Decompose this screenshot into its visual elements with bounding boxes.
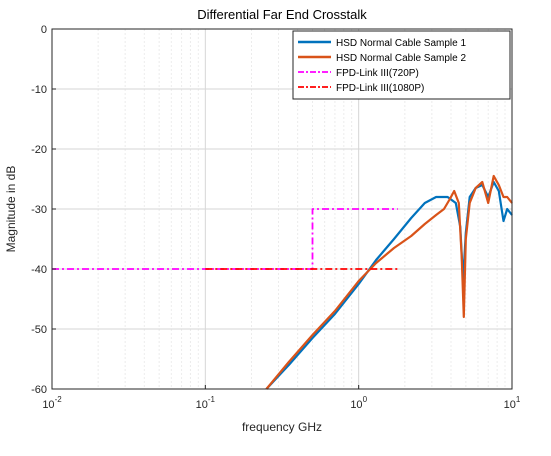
y-tick-label: -60 <box>31 384 47 396</box>
x-tick-label: 101 <box>504 395 521 411</box>
y-tick-label: -50 <box>31 324 47 336</box>
legend: HSD Normal Cable Sample 1 HSD Normal Cabl… <box>292 30 511 100</box>
legend-label-3: FPD-Link III(720P) <box>336 68 419 79</box>
y-axis-label: Magnitude in dB <box>4 166 18 253</box>
series-line-3 <box>52 208 398 270</box>
y-tick-label: -10 <box>31 84 47 96</box>
y-tick-label: -20 <box>31 144 47 156</box>
legend-label-2: HSD Normal Cable Sample 2 <box>336 53 466 64</box>
x-tick-label: 100 <box>350 395 367 411</box>
y-tick-label: 0 <box>41 24 47 36</box>
y-tick-label: -40 <box>31 264 47 276</box>
series-layer <box>52 174 513 390</box>
series-line-1 <box>265 180 513 390</box>
series-line-2 <box>265 174 513 390</box>
chart-title: Differential Far End Crosstalk <box>197 7 367 22</box>
y-tick-label: -30 <box>31 204 47 216</box>
legend-label-4: FPD-Link III(1080P) <box>336 83 424 94</box>
legend-label-1: HSD Normal Cable Sample 1 <box>336 38 466 49</box>
x-tick-label: 10-1 <box>196 395 216 411</box>
x-tick-label: 10-2 <box>42 395 62 411</box>
x-axis-label: frequency GHz <box>242 420 322 434</box>
